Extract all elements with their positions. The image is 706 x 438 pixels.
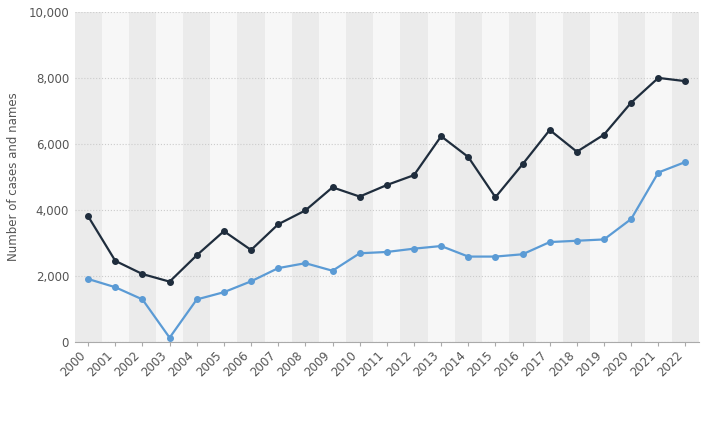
Bar xyxy=(129,12,156,342)
Line: Number of domain names: Number of domain names xyxy=(85,75,688,284)
Number of domain names xyxy=(193,253,201,258)
Number of domain names xyxy=(437,134,445,139)
Bar xyxy=(373,12,400,342)
Bar xyxy=(237,12,265,342)
Bar xyxy=(292,12,319,342)
Number of domain names xyxy=(546,127,554,133)
Number of domain names xyxy=(220,229,228,234)
Number of domain names xyxy=(573,149,581,154)
Number of domain names xyxy=(409,173,418,178)
Number of cases xyxy=(573,238,581,244)
Number of domain names xyxy=(138,272,147,277)
Number of domain names xyxy=(165,279,174,284)
Number of cases xyxy=(464,254,472,259)
Bar xyxy=(482,12,509,342)
Bar xyxy=(536,12,563,342)
Number of cases xyxy=(274,265,282,271)
Bar xyxy=(319,12,346,342)
Bar xyxy=(102,12,129,342)
Bar xyxy=(672,12,699,342)
Bar xyxy=(156,12,183,342)
Number of cases xyxy=(383,249,391,254)
Number of domain names xyxy=(84,214,92,219)
Bar xyxy=(265,12,292,342)
Number of cases xyxy=(138,297,147,302)
Bar xyxy=(75,12,102,342)
Bar xyxy=(455,12,482,342)
Number of cases xyxy=(328,268,337,273)
Number of cases xyxy=(193,297,201,302)
Number of domain names xyxy=(328,185,337,190)
Bar xyxy=(346,12,373,342)
Number of cases xyxy=(409,246,418,251)
Number of cases xyxy=(546,240,554,245)
Bar xyxy=(183,12,210,342)
Number of cases xyxy=(355,251,364,256)
Number of cases xyxy=(654,170,662,175)
Number of domain names xyxy=(681,78,690,84)
Number of cases xyxy=(681,159,690,165)
Number of domain names xyxy=(627,100,635,105)
Number of domain names xyxy=(111,258,119,264)
Bar xyxy=(563,12,590,342)
Number of domain names xyxy=(247,247,256,253)
Number of cases xyxy=(220,290,228,295)
Bar xyxy=(590,12,618,342)
Bar xyxy=(618,12,645,342)
Number of cases xyxy=(600,237,609,242)
Bar xyxy=(645,12,672,342)
Bar xyxy=(428,12,455,342)
Number of cases xyxy=(247,279,256,284)
Number of cases xyxy=(84,276,92,282)
Number of domain names xyxy=(518,162,527,167)
Number of cases xyxy=(491,254,500,259)
Number of cases xyxy=(111,285,119,290)
Line: Number of cases: Number of cases xyxy=(85,159,688,340)
Number of cases xyxy=(627,216,635,222)
Number of domain names xyxy=(383,182,391,187)
Number of domain names xyxy=(301,208,310,213)
Number of cases xyxy=(437,244,445,249)
Number of domain names xyxy=(491,194,500,200)
Number of cases xyxy=(518,252,527,257)
Bar xyxy=(210,12,237,342)
Number of domain names xyxy=(355,194,364,199)
Number of domain names xyxy=(654,75,662,81)
Number of domain names xyxy=(600,132,609,137)
Bar xyxy=(400,12,428,342)
Number of cases xyxy=(165,335,174,340)
Number of domain names xyxy=(274,222,282,227)
Bar xyxy=(509,12,536,342)
Number of cases xyxy=(301,261,310,266)
Number of domain names xyxy=(464,154,472,159)
Y-axis label: Number of cases and names: Number of cases and names xyxy=(7,92,20,261)
